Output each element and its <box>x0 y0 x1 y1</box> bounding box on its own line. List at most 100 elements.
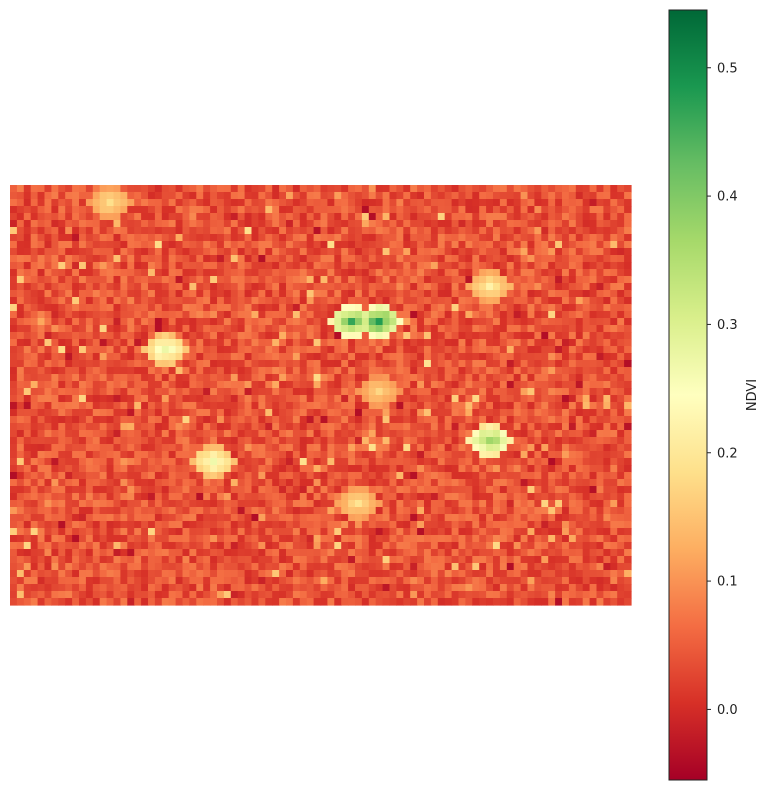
heatmap-cell <box>341 430 349 438</box>
heatmap-cell <box>106 381 115 389</box>
heatmap-cell <box>313 290 322 298</box>
heatmap-cell <box>161 234 170 242</box>
heatmap-cell <box>72 423 80 431</box>
heatmap-cell <box>230 318 239 326</box>
heatmap-cell <box>617 213 625 221</box>
heatmap-cell <box>251 325 259 333</box>
heatmap-cell <box>237 241 246 249</box>
heatmap-cell <box>548 346 556 354</box>
heatmap-cell <box>355 507 363 515</box>
heatmap-cell <box>575 318 584 326</box>
heatmap-cell <box>541 535 549 543</box>
heatmap-cell <box>430 325 439 333</box>
heatmap-cell <box>141 437 149 445</box>
heatmap-cell <box>568 213 577 221</box>
heatmap-cell <box>51 346 59 354</box>
heatmap-cell <box>23 402 32 410</box>
heatmap-cell <box>382 507 391 515</box>
heatmap-cell <box>51 192 59 200</box>
heatmap-cell <box>348 479 356 487</box>
heatmap-cell <box>203 311 211 319</box>
heatmap-cell <box>272 332 280 340</box>
heatmap-cell <box>37 234 46 242</box>
heatmap-cell <box>355 290 363 298</box>
heatmap-cell <box>306 458 315 466</box>
heatmap-cell <box>65 556 73 564</box>
heatmap-cell <box>210 367 218 375</box>
heatmap-cell <box>210 248 218 256</box>
heatmap-cell <box>134 234 142 242</box>
heatmap-cell <box>499 535 508 543</box>
heatmap-cell <box>148 500 156 508</box>
heatmap-cell <box>624 220 632 228</box>
heatmap-cell <box>127 444 135 452</box>
heatmap-cell <box>175 213 184 221</box>
heatmap-cell <box>292 339 301 347</box>
heatmap-cell <box>568 353 577 361</box>
heatmap-cell <box>417 486 425 494</box>
heatmap-cell <box>375 465 384 473</box>
heatmap-cell <box>313 409 322 417</box>
heatmap-cell <box>189 227 197 235</box>
heatmap-cell <box>299 528 308 536</box>
heatmap-cell <box>479 521 487 529</box>
heatmap-cell <box>603 416 611 424</box>
heatmap-cell <box>555 262 563 270</box>
heatmap-cell <box>424 458 432 466</box>
heatmap-cell <box>223 535 232 543</box>
heatmap-cell <box>23 255 32 263</box>
heatmap-cell <box>472 395 480 403</box>
heatmap-cell <box>106 220 115 228</box>
heatmap-cell <box>16 493 25 501</box>
heatmap-cell <box>493 248 501 256</box>
heatmap-cell <box>217 262 225 270</box>
heatmap-cell <box>610 556 618 564</box>
heatmap-cell <box>582 430 591 438</box>
heatmap-cell <box>92 367 101 375</box>
heatmap-cell <box>37 262 46 270</box>
heatmap-cell <box>610 451 618 459</box>
heatmap-cell <box>58 332 66 340</box>
heatmap-cell <box>134 381 142 389</box>
heatmap-cell <box>327 395 335 403</box>
heatmap-cell <box>286 486 294 494</box>
heatmap-cell <box>410 486 418 494</box>
heatmap-cell <box>617 234 625 242</box>
heatmap-cell <box>313 521 322 529</box>
heatmap-cell <box>341 458 349 466</box>
heatmap-cell <box>244 430 253 438</box>
heatmap-cell <box>437 255 446 263</box>
heatmap-cell <box>134 360 142 368</box>
heatmap-cell <box>541 213 549 221</box>
heatmap-cell <box>589 486 598 494</box>
heatmap-cell <box>223 241 232 249</box>
heatmap-cell <box>603 556 611 564</box>
heatmap-cell <box>562 367 570 375</box>
heatmap-cell <box>85 255 94 263</box>
heatmap-cell <box>327 423 335 431</box>
heatmap-cell <box>486 500 494 508</box>
heatmap-cell <box>106 234 115 242</box>
heatmap-cell <box>58 402 66 410</box>
heatmap-cell <box>541 262 549 270</box>
heatmap-cell <box>486 535 494 543</box>
heatmap-cell <box>244 318 253 326</box>
heatmap-cell <box>79 325 87 333</box>
heatmap-cell <box>341 388 349 396</box>
heatmap-cell <box>154 570 163 578</box>
heatmap-cell <box>286 395 294 403</box>
heatmap-cell <box>306 367 315 375</box>
heatmap-cell <box>306 549 315 557</box>
heatmap-cell <box>203 213 211 221</box>
heatmap-cell <box>513 262 522 270</box>
heatmap-cell <box>355 360 363 368</box>
heatmap-cell <box>120 185 128 193</box>
heatmap-cell <box>355 346 363 354</box>
heatmap-cell <box>279 227 287 235</box>
heatmap-cell <box>334 192 342 200</box>
heatmap-cell <box>534 374 542 382</box>
heatmap-cell <box>189 276 197 284</box>
heatmap-cell <box>479 199 487 207</box>
heatmap-cell <box>499 346 508 354</box>
heatmap-cell <box>113 339 121 347</box>
